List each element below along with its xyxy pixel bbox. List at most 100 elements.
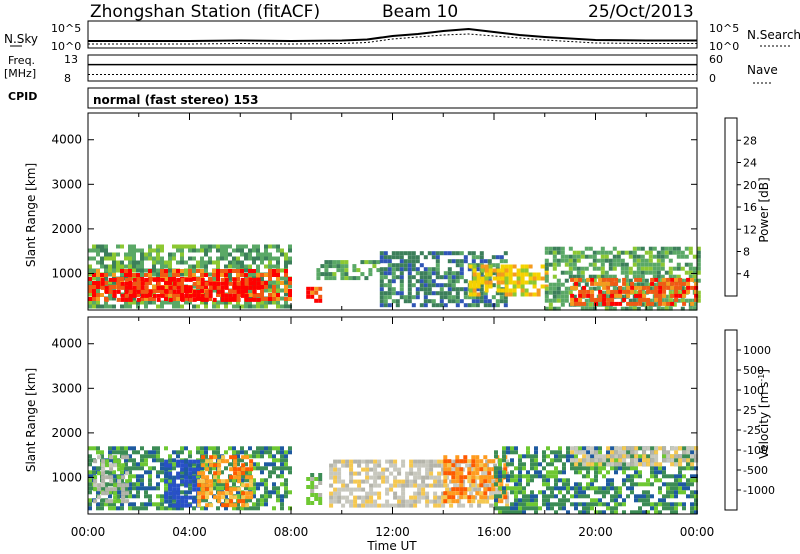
range-cell bbox=[614, 470, 618, 475]
range-cell bbox=[184, 289, 189, 294]
range-cell bbox=[616, 258, 621, 263]
range-cell bbox=[391, 279, 396, 284]
range-cell bbox=[467, 499, 472, 504]
range-cell bbox=[686, 450, 691, 455]
range-cell bbox=[407, 267, 412, 272]
range-cell bbox=[160, 494, 164, 499]
range-cell bbox=[148, 269, 152, 273]
range-cell bbox=[216, 486, 220, 491]
y-tick-label: 2000 bbox=[51, 426, 82, 440]
range-cell bbox=[260, 454, 264, 459]
range-cell bbox=[236, 244, 240, 249]
range-cell bbox=[188, 503, 193, 508]
range-cell bbox=[329, 483, 334, 488]
range-cell bbox=[280, 248, 284, 253]
range-cell bbox=[264, 281, 268, 285]
range-cell bbox=[260, 450, 264, 455]
range-cell bbox=[208, 446, 212, 451]
range-cell bbox=[546, 482, 550, 487]
range-cell bbox=[208, 289, 213, 294]
range-cell bbox=[379, 287, 384, 292]
range-cell bbox=[678, 454, 683, 459]
range-cell bbox=[590, 293, 595, 298]
range-cell bbox=[642, 482, 646, 487]
range-cell bbox=[128, 248, 132, 253]
range-cell bbox=[268, 293, 272, 297]
range-cell bbox=[188, 479, 193, 484]
range-cell bbox=[690, 490, 694, 495]
range-cell bbox=[594, 446, 598, 451]
range-cell bbox=[221, 455, 226, 460]
range-cell bbox=[630, 446, 635, 451]
range-cell bbox=[88, 300, 92, 305]
x-tick-label: 00:00 bbox=[71, 525, 106, 539]
range-cell bbox=[656, 254, 661, 259]
range-cell bbox=[310, 473, 315, 477]
range-cell bbox=[524, 292, 529, 297]
range-cell bbox=[640, 274, 645, 279]
range-cell bbox=[136, 277, 141, 282]
range-cell bbox=[236, 458, 240, 463]
range-cell bbox=[686, 482, 690, 487]
range-cell bbox=[245, 491, 250, 496]
range-cell bbox=[361, 459, 366, 464]
range-cell bbox=[399, 275, 404, 280]
range-cell bbox=[644, 262, 649, 267]
range-cell bbox=[475, 287, 480, 292]
range-cell bbox=[140, 268, 144, 273]
range-cell bbox=[229, 487, 234, 492]
range-cell bbox=[369, 475, 374, 480]
range-cell bbox=[441, 503, 446, 508]
range-cell bbox=[256, 281, 261, 286]
range-cell bbox=[636, 246, 641, 251]
range-cell bbox=[369, 483, 374, 488]
range-cell bbox=[666, 490, 670, 495]
range-cell bbox=[125, 491, 130, 496]
range-cell bbox=[419, 275, 424, 280]
range-cell bbox=[662, 502, 666, 507]
range-cell bbox=[108, 502, 112, 507]
range-cell bbox=[229, 475, 234, 480]
range-cell bbox=[500, 288, 505, 293]
range-cell bbox=[628, 306, 633, 311]
range-cell bbox=[574, 458, 579, 463]
range-cell bbox=[184, 467, 189, 472]
range-cell bbox=[192, 506, 196, 511]
range-cell bbox=[477, 475, 482, 480]
range-cell bbox=[455, 279, 460, 284]
range-cell bbox=[582, 454, 587, 459]
range-cell bbox=[116, 260, 120, 265]
range-cell bbox=[228, 260, 232, 265]
range-cell bbox=[564, 290, 569, 295]
range-cell bbox=[164, 506, 168, 511]
range-cell bbox=[638, 277, 643, 282]
range-cell bbox=[439, 295, 444, 300]
range-cell bbox=[594, 297, 599, 302]
range-cell bbox=[447, 471, 452, 476]
range-cell bbox=[472, 284, 477, 289]
range-cell bbox=[136, 273, 140, 277]
range-cell bbox=[361, 495, 366, 500]
range-cell bbox=[168, 458, 172, 463]
range-cell bbox=[385, 487, 390, 492]
range-cell bbox=[144, 304, 148, 309]
range-cell bbox=[196, 446, 200, 451]
range-cell bbox=[156, 458, 160, 463]
range-cell bbox=[128, 466, 132, 471]
range-cell bbox=[124, 297, 129, 302]
range-cell bbox=[463, 295, 468, 300]
range-cell bbox=[369, 459, 374, 464]
range-cell bbox=[682, 506, 686, 511]
range-cell bbox=[136, 248, 140, 253]
range-cell bbox=[544, 262, 549, 267]
range-cell bbox=[493, 491, 498, 496]
range-cell bbox=[249, 463, 254, 468]
colorbar-tick-label: 4 bbox=[743, 268, 750, 281]
range-cell bbox=[472, 280, 477, 285]
range-cell bbox=[610, 506, 614, 511]
range-cell bbox=[634, 474, 638, 479]
range-cell bbox=[357, 479, 362, 484]
range-cell bbox=[562, 470, 566, 475]
range-cell bbox=[100, 277, 105, 282]
range-cell bbox=[632, 306, 637, 311]
